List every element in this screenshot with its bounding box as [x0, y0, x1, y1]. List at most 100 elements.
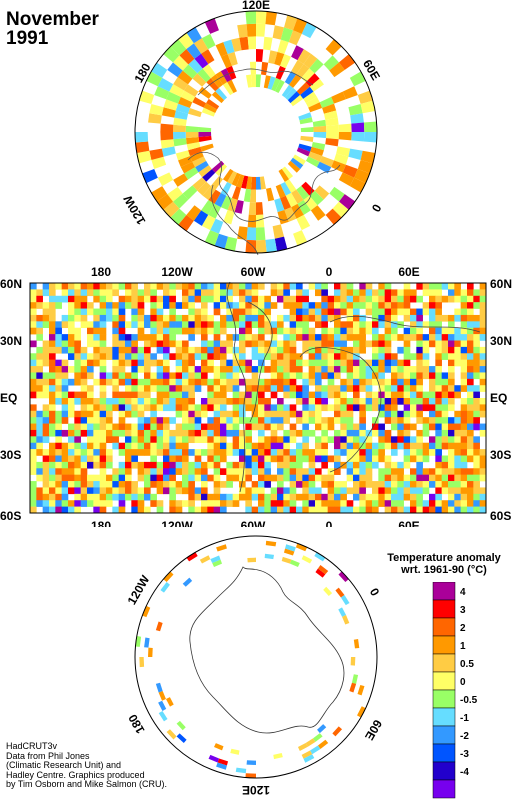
- anomaly-cell: [441, 468, 449, 475]
- anomaly-cell: [232, 461, 240, 469]
- anomaly-cell: [467, 366, 474, 373]
- anomaly-cell: [93, 455, 100, 463]
- anomaly-cell: [161, 107, 176, 118]
- anomaly-cell: [460, 429, 468, 437]
- anomaly-cell: [353, 372, 360, 380]
- anomaly-cell: [277, 417, 284, 424]
- anomaly-cell: [201, 500, 208, 507]
- anomaly-cell: [68, 314, 75, 322]
- anomaly-cell: [479, 410, 487, 418]
- anomaly-cell: [142, 169, 158, 184]
- anomaly-cell: [226, 366, 233, 373]
- anomaly-cell: [169, 84, 185, 97]
- anomaly-cell: [315, 283, 322, 290]
- anomaly-cell: [321, 283, 328, 290]
- anomaly-cell: [36, 487, 43, 495]
- anomaly-cell: [55, 346, 62, 354]
- anomaly-cell: [188, 295, 195, 303]
- anomaly-cell: [178, 214, 194, 232]
- anomaly-cell: [207, 398, 214, 405]
- anomaly-cell: [391, 366, 398, 373]
- anomaly-cell: [80, 295, 88, 303]
- legend-label: 0.5: [460, 659, 474, 670]
- anomaly-cell: [175, 461, 183, 469]
- anomaly-cell: [283, 436, 290, 444]
- anomaly-cell: [429, 398, 436, 405]
- anomaly-cell: [277, 436, 284, 444]
- anomaly-cell: [312, 733, 323, 742]
- anomaly-cell: [42, 340, 50, 348]
- anomaly-cell: [258, 461, 265, 469]
- anomaly-cell: [454, 353, 461, 360]
- anomaly-cell: [245, 11, 256, 25]
- anomaly-cell: [251, 461, 259, 469]
- anomaly-cell: [167, 186, 183, 202]
- anomaly-cell: [36, 289, 43, 297]
- anomaly-cell: [289, 308, 297, 316]
- anomaly-cell: [214, 743, 224, 751]
- anomaly-cell: [277, 500, 284, 507]
- anomaly-cell: [441, 487, 449, 495]
- anomaly-cell: [36, 321, 43, 329]
- anomaly-cell: [258, 449, 265, 456]
- anomaly-cell: [384, 308, 392, 316]
- anomaly-cell: [36, 461, 43, 469]
- anomaly-cell: [201, 353, 208, 360]
- anomaly-cell: [416, 353, 423, 360]
- anomaly-cell: [302, 436, 309, 444]
- anomaly-cell: [148, 113, 162, 124]
- anomaly-cell: [317, 564, 329, 575]
- anomaly-cell: [308, 417, 316, 424]
- anomaly-cell: [422, 321, 430, 329]
- anomaly-cell: [169, 442, 176, 450]
- anomaly-cell: [99, 385, 107, 392]
- anomaly-cell: [454, 391, 461, 399]
- anomaly-cell: [156, 314, 164, 322]
- anomaly-cell: [99, 417, 107, 424]
- anomaly-cell: [156, 442, 164, 450]
- anomaly-cell: [365, 321, 373, 329]
- anomaly-cell: [220, 449, 227, 456]
- anomaly-cell: [441, 481, 449, 488]
- anomaly-cell: [365, 302, 373, 309]
- anomaly-cell: [277, 321, 284, 329]
- anomaly-cell: [435, 449, 442, 456]
- anomaly-cell: [188, 410, 195, 418]
- anomaly-cell: [467, 340, 474, 348]
- anomaly-cell: [220, 398, 227, 405]
- anomaly-cell: [112, 429, 119, 437]
- anomaly-cell: [142, 605, 151, 618]
- anomaly-cell: [275, 79, 285, 94]
- anomaly-cell: [397, 378, 404, 386]
- legend-label: 1: [460, 641, 466, 652]
- anomaly-cell: [220, 195, 232, 210]
- anomaly-cell: [55, 487, 62, 495]
- anomaly-cell: [321, 474, 328, 482]
- anomaly-cell: [283, 302, 290, 309]
- anomaly-cell: [332, 726, 343, 737]
- anomaly-cell: [194, 366, 202, 373]
- anomaly-cell: [188, 391, 195, 399]
- anomaly-cell: [403, 391, 411, 399]
- anomaly-cell: [232, 391, 240, 399]
- anomaly-cell: [422, 442, 430, 450]
- anomaly-cell: [277, 398, 284, 405]
- anomaly-cell: [299, 117, 313, 125]
- anomaly-cell: [264, 366, 271, 373]
- anomaly-cell: [397, 474, 404, 482]
- anomaly-cell: [87, 449, 94, 456]
- anomaly-cell: [239, 302, 246, 309]
- legend-swatch: [432, 689, 456, 709]
- anomaly-cell: [308, 359, 316, 367]
- anomaly-cell: [334, 340, 341, 348]
- anomaly-cell: [163, 295, 170, 303]
- anomaly-cell: [397, 506, 404, 514]
- anomaly-cell: [479, 449, 487, 456]
- anomaly-cell: [338, 54, 356, 70]
- anomaly-cell: [112, 366, 119, 373]
- anomaly-cell: [264, 346, 271, 354]
- anomaly-cell: [258, 487, 265, 495]
- anomaly-cell: [55, 302, 62, 309]
- anomaly-cell: [175, 487, 183, 495]
- anomaly-cell: [156, 194, 174, 210]
